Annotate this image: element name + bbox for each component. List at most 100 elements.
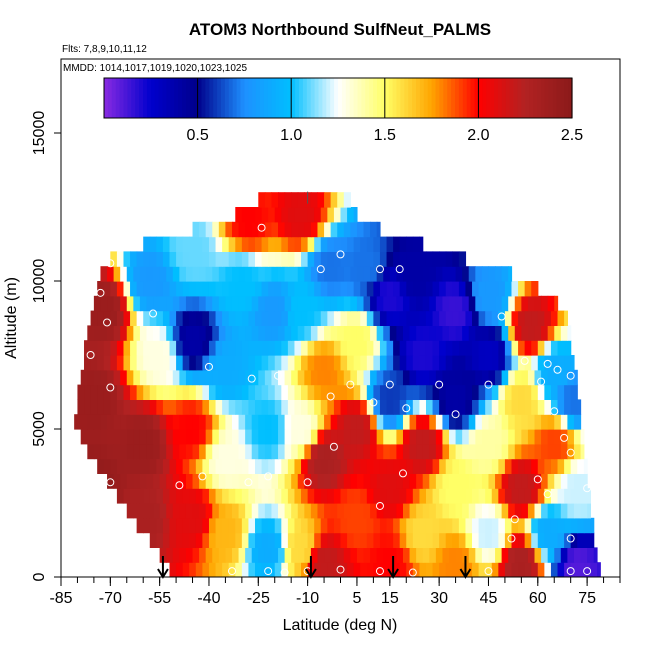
heatmap-cell [534,443,542,460]
heatmap-cell [199,547,207,563]
heatmap-cell [580,503,588,519]
heatmap-cell [409,443,417,460]
colorbar-swatch [447,78,452,118]
heatmap-cell [508,325,516,341]
heatmap-cell [481,443,490,460]
heatmap-cell [481,429,490,445]
heatmap-cell [439,251,447,267]
heatmap-cell [353,488,361,504]
heatmap-cell [534,414,542,430]
heatmap-cell [255,355,263,371]
sample-point [550,407,559,416]
heatmap-cell [495,443,503,460]
heatmap-cell [386,310,394,326]
heatmap-cell [205,221,213,238]
heatmap-cell [314,281,322,297]
heatmap-cell [179,429,187,445]
heatmap-cell [189,488,197,504]
heatmap-cell [537,399,545,415]
heatmap-cell [337,503,345,519]
heatmap-cell [458,384,467,400]
heatmap-cell [215,236,223,252]
x-tick-label: 45 [480,590,498,607]
heatmap-cell [406,281,414,297]
heatmap-cell [301,488,309,504]
heatmap-cell [307,488,315,504]
heatmap-cell [327,532,335,548]
heatmap-cell [550,517,559,534]
heatmap-cell [373,340,381,356]
heatmap-cell [238,221,246,238]
heatmap-cell [498,340,506,356]
heatmap-cell [208,562,217,577]
heatmap-cell [228,384,236,400]
colorbar-swatch [533,78,538,118]
heatmap-cell [231,547,240,563]
heatmap-cell [320,532,328,548]
heatmap-cell [347,458,355,474]
heatmap-cell [314,384,322,400]
heatmap-cell [278,369,286,386]
heatmap-cell [143,384,151,400]
heatmap-cell [182,562,190,577]
heatmap-cell [113,443,121,460]
heatmap-cell [501,429,509,445]
heatmap-cell [179,295,187,312]
colorbar-swatch [345,78,351,118]
colorbar-swatch [380,78,386,118]
heatmap-cell [123,251,131,267]
heatmap-cell [462,295,470,312]
heatmap-cell [241,310,250,326]
heatmap-cell [370,295,378,312]
heatmap-cell [192,547,200,563]
heatmap-cell [202,355,210,371]
colorbar-swatch [466,78,472,118]
heatmap-cell [274,517,282,534]
heatmap-cell [531,281,539,297]
heatmap-cell [182,532,190,548]
colorbar-swatch [205,78,210,118]
heatmap-cell [314,340,322,356]
heatmap-cell [360,532,368,548]
heatmap-cell [327,488,335,504]
heatmap-cell [97,310,105,326]
heatmap-cell [393,340,401,356]
heatmap-cell [113,369,121,386]
heatmap-cell [268,458,276,474]
heatmap-cell [139,443,148,460]
colorbar-swatch [135,78,140,118]
heatmap-cell [278,473,286,489]
heatmap-cell [264,325,273,341]
heatmap-cell [103,310,111,326]
heatmap-cell [330,369,338,386]
heatmap-cell [402,503,411,519]
heatmap-cell [442,295,450,312]
x-axis-label: Latitude (deg N) [283,617,398,634]
sample-point [533,475,542,484]
heatmap-cell [353,458,361,474]
heatmap-cell [432,399,440,415]
heatmap-cell [541,443,549,460]
heatmap-cell [195,355,203,371]
heatmap-cell [386,532,394,548]
heatmap-cell [521,295,529,312]
colorbar-swatch [486,78,491,118]
heatmap-cell [74,414,82,430]
heatmap-cell [97,281,105,297]
heatmap-cell [314,517,322,534]
heatmap-cell [97,340,105,356]
sample-point [247,374,256,383]
heatmap-cell [570,517,578,534]
heatmap-cell [324,325,332,341]
heatmap-cell [488,325,496,341]
heatmap-cell [531,384,539,400]
heatmap-cell [350,429,358,445]
heatmap-cell [107,325,115,341]
heatmap-cell [261,281,269,297]
heatmap-cell [337,547,345,563]
heatmap-cell [531,399,539,415]
heatmap-cell [314,251,322,267]
heatmap-cell [324,503,332,519]
heatmap-cell [399,384,407,400]
heatmap-cell [301,355,309,371]
